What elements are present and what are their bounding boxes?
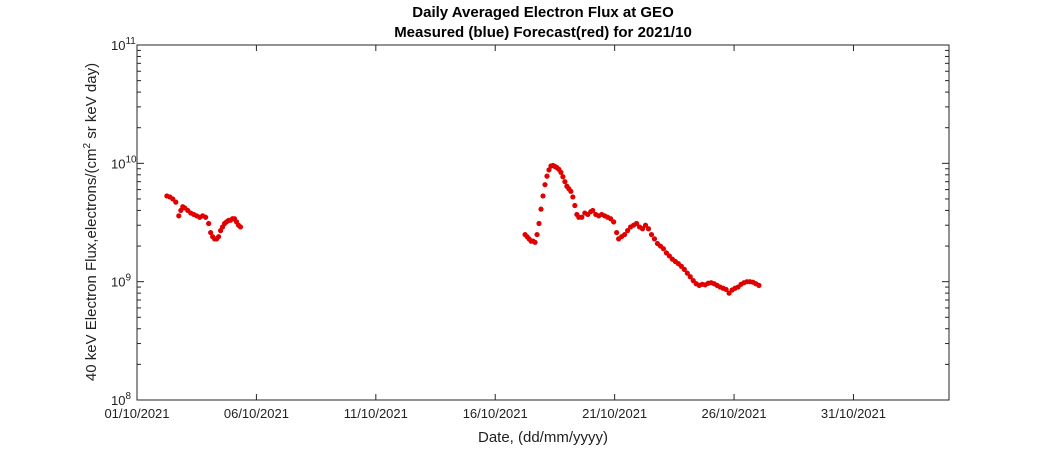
data-point <box>723 286 729 293</box>
data-point <box>621 231 628 238</box>
data-point <box>237 224 244 230</box>
y-tick-label: 1010 <box>111 154 137 171</box>
y-tick-label-base: 10 <box>111 38 125 53</box>
data-point <box>534 231 540 238</box>
data-point <box>176 213 182 219</box>
x-tick-label: 01/10/2021 <box>104 406 169 421</box>
x-axis-label: Date, (dd/mm/yyyy) <box>478 429 608 446</box>
y-axis-label-suffix: sr keV day) <box>83 63 100 143</box>
data-point <box>544 173 550 179</box>
data-point <box>532 239 538 245</box>
y-tick-label-base: 10 <box>111 156 125 171</box>
y-tick-label: 1011 <box>111 36 136 53</box>
data-point <box>173 199 179 205</box>
y-tick-label-base: 10 <box>111 275 125 290</box>
y-tick-label: 108 <box>111 391 131 408</box>
data-point <box>536 220 542 227</box>
data-point <box>538 206 544 212</box>
x-tick-label: 21/10/2021 <box>582 406 647 421</box>
y-tick-label-base: 10 <box>111 393 125 408</box>
data-point <box>633 220 640 227</box>
y-axis-label-superscript: 2 <box>82 143 93 149</box>
x-tick-label: 06/10/2021 <box>224 406 289 421</box>
data-point <box>203 214 209 220</box>
y-tick-label: 109 <box>111 273 131 290</box>
x-axis: 01/10/2021 06/10/2021 11/10/2021 16/10/2021… <box>104 45 886 421</box>
data-point <box>590 207 596 214</box>
data-point <box>558 169 564 175</box>
data-point <box>560 174 566 180</box>
data-point <box>570 194 576 200</box>
data-point <box>572 202 578 209</box>
data-point <box>642 222 649 228</box>
chart-subtitle: Measured (blue) Forecast(red) for 2021/1… <box>394 24 692 41</box>
data-point <box>651 236 658 242</box>
data-point <box>206 220 212 227</box>
data-point <box>645 226 652 232</box>
x-tick-label: 11/10/2021 <box>344 406 408 421</box>
chart-title: Daily Averaged Electron Flux at GEO <box>412 4 674 21</box>
y-tick-label-exponent: 8 <box>125 391 131 402</box>
x-tick-label: 26/10/2021 <box>702 406 767 421</box>
data-point <box>542 182 548 188</box>
data-point <box>614 229 620 236</box>
y-axis-label: 40 keV Electron Flux,electrons/(cm2 sr k… <box>82 63 100 381</box>
data-point <box>611 219 617 225</box>
x-tick-label: 16/10/2021 <box>463 406 528 421</box>
data-point <box>756 282 762 288</box>
data-point <box>624 228 631 234</box>
plot-area-frame <box>136 44 950 401</box>
data-point <box>568 188 574 194</box>
data-point <box>687 274 693 280</box>
y-tick-label-exponent: 11 <box>125 36 136 47</box>
data-point <box>546 167 552 173</box>
data-point <box>540 193 546 199</box>
data-point <box>660 246 667 252</box>
data-point <box>208 229 214 236</box>
data-point <box>648 231 655 238</box>
y-tick-label-exponent: 10 <box>125 154 137 165</box>
data-point <box>684 270 690 276</box>
data-point <box>681 266 687 272</box>
data-point <box>562 179 568 185</box>
data-point <box>639 226 646 232</box>
y-axis-label-main: 40 keV Electron Flux,electrons/(cm <box>83 149 100 382</box>
data-point <box>579 214 585 220</box>
y-tick-label-exponent: 9 <box>125 273 131 284</box>
data-points <box>164 162 762 296</box>
x-tick-label: 31/10/2021 <box>821 406 886 421</box>
data-point <box>215 234 222 240</box>
